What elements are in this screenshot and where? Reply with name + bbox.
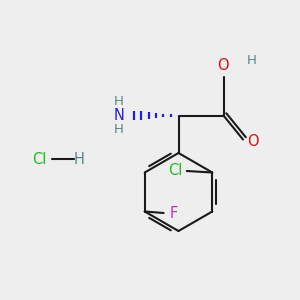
Text: Cl: Cl (169, 163, 183, 178)
Text: O: O (217, 58, 229, 73)
Text: H: H (247, 53, 257, 67)
Text: H: H (114, 94, 124, 108)
Text: O: O (247, 134, 258, 149)
Text: F: F (169, 206, 178, 221)
Text: N: N (114, 108, 124, 123)
Text: H: H (74, 152, 85, 166)
Text: H: H (114, 123, 124, 136)
Text: Cl: Cl (32, 152, 46, 166)
